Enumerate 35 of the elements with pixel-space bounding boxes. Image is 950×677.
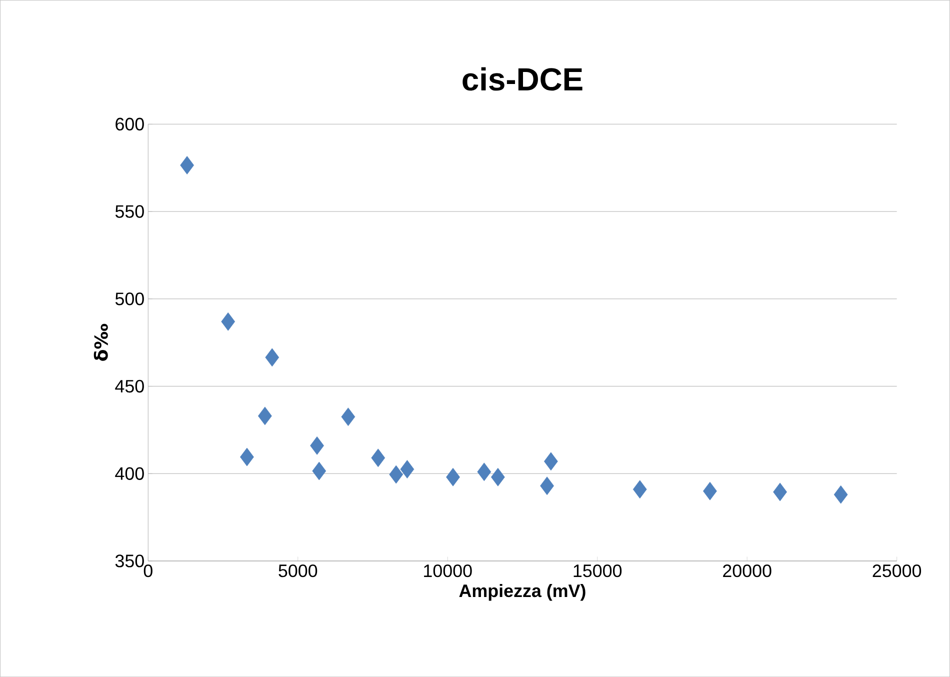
point	[258, 406, 272, 426]
point	[834, 485, 848, 504]
point	[240, 448, 254, 466]
x-tick-label: 20000	[723, 564, 772, 578]
point	[180, 156, 194, 174]
point	[265, 348, 280, 367]
point	[544, 452, 558, 471]
y-tick-label: 500	[115, 292, 144, 306]
x-tick-label: 0	[144, 564, 152, 578]
y-tick-label: 550	[115, 205, 144, 218]
point	[477, 462, 492, 481]
y-axis-title: δ‰	[94, 324, 108, 361]
x-tick-label: 5000	[278, 564, 318, 578]
point	[540, 476, 554, 495]
point	[221, 312, 236, 331]
point	[371, 448, 386, 468]
x-tick-label: 25000	[872, 564, 922, 578]
point	[389, 465, 404, 484]
point	[490, 468, 505, 486]
point	[632, 480, 647, 498]
y-tick-label: 600	[116, 118, 144, 130]
x-axis-title: Ampiezza (mV)	[459, 584, 586, 601]
y-tick-label: 350	[115, 554, 144, 568]
point	[703, 482, 717, 500]
y-tick-label: 400	[115, 467, 144, 480]
point	[400, 460, 414, 478]
point	[312, 462, 326, 480]
point	[341, 408, 356, 426]
point	[773, 482, 787, 502]
chart-title: cis-DCE	[462, 67, 582, 91]
x-tick-label: 10000	[424, 564, 472, 578]
x-tick-label: 15000	[574, 564, 622, 578]
y-tick-label: 450	[115, 380, 144, 393]
point	[446, 468, 460, 486]
point	[310, 436, 324, 455]
